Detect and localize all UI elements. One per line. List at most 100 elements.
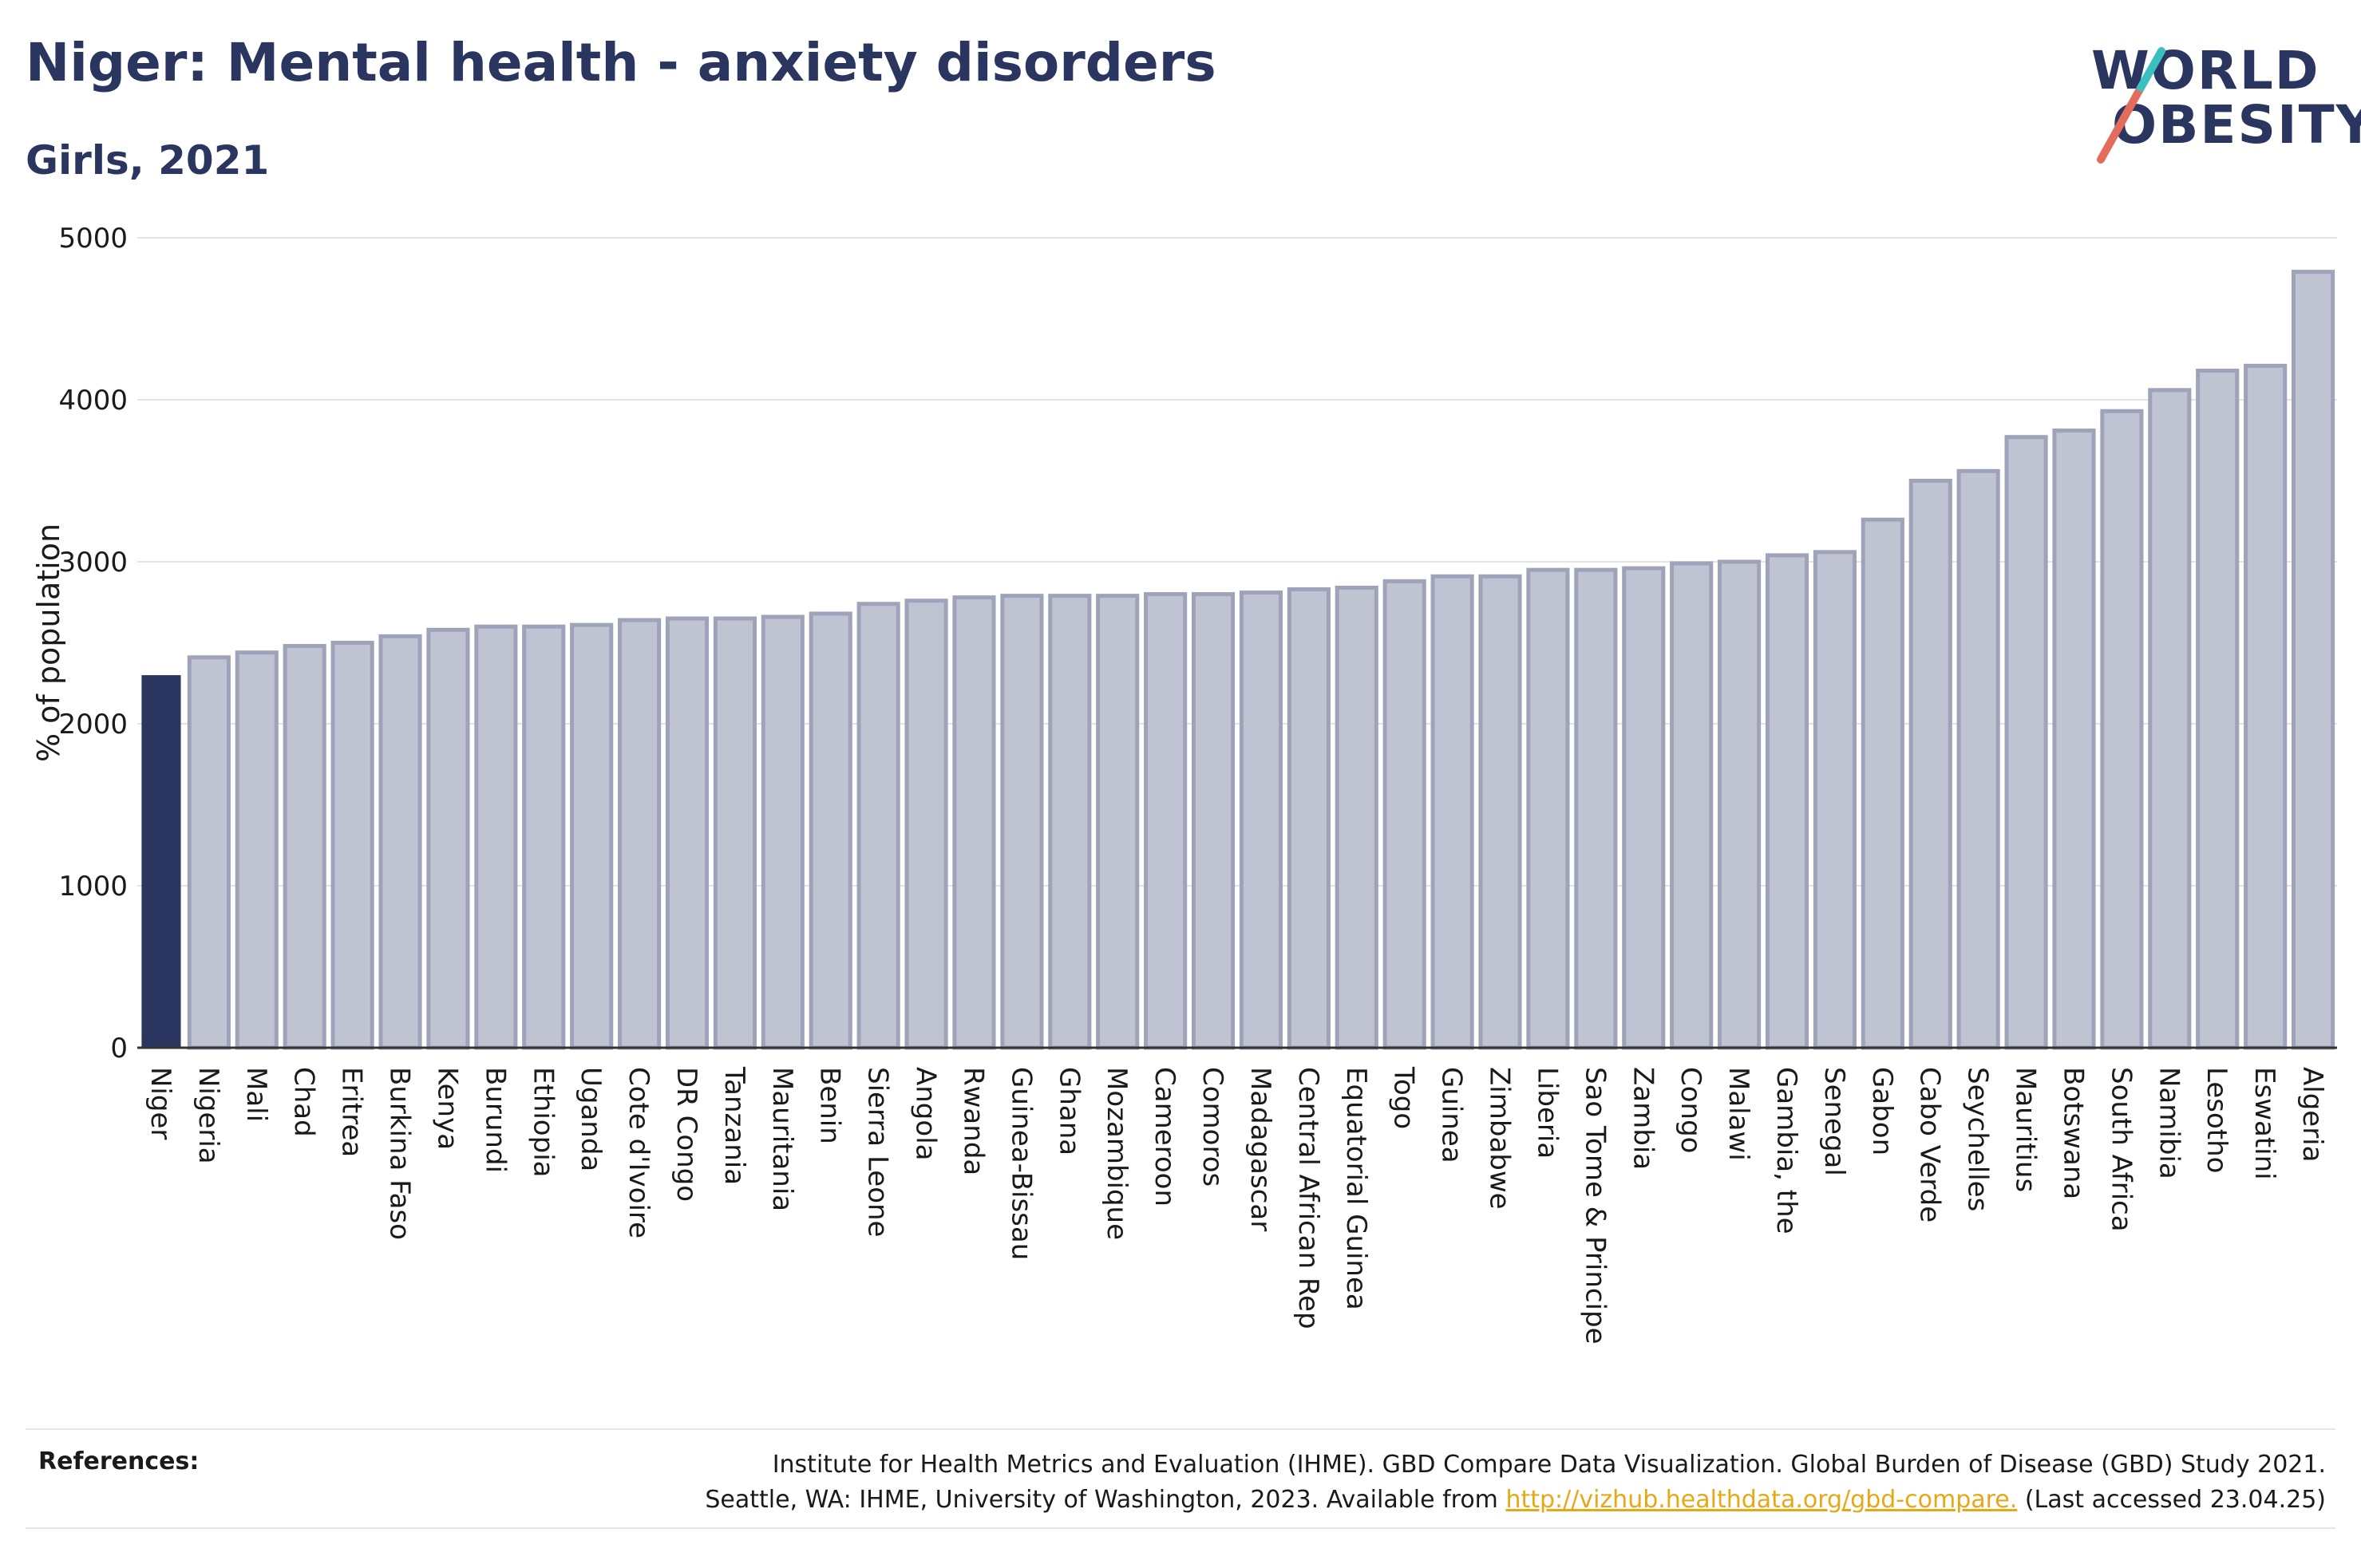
- references-label: References:: [38, 1448, 200, 1475]
- y-tick-label: 2000: [58, 709, 128, 741]
- x-tick-label: Cameroon: [1149, 1067, 1180, 1207]
- x-tick-label: Botswana: [2057, 1067, 2089, 1199]
- bar-gambia-the: [1765, 553, 1809, 1050]
- x-tick-label: Congo: [1675, 1067, 1706, 1153]
- bar-cameroon: [1144, 592, 1188, 1050]
- bar-dr-congo: [665, 616, 710, 1050]
- reference-line-1: Institute for Health Metrics and Evaluat…: [772, 1451, 2326, 1479]
- x-tick-label: Comoros: [1196, 1067, 1228, 1187]
- bar-benin: [809, 611, 852, 1050]
- x-tick-label: Mauritius: [2010, 1067, 2042, 1192]
- bar-chad: [283, 644, 326, 1050]
- x-tick-label: Gabon: [1866, 1067, 1898, 1155]
- y-tick-label: 5000: [58, 223, 128, 255]
- x-tick-label: Nigeria: [192, 1067, 224, 1164]
- x-tick-label: Niger: [144, 1067, 176, 1139]
- x-tick-label: Mali: [240, 1067, 272, 1122]
- bar-south-africa: [2100, 409, 2144, 1050]
- x-tick-label: Tanzania: [718, 1066, 750, 1185]
- x-tick-label: Guinea-Bissau: [1005, 1067, 1037, 1260]
- x-tick-label: Lesotho: [2201, 1067, 2232, 1173]
- bar-senegal: [1813, 550, 1857, 1050]
- bar-kenya: [426, 627, 470, 1050]
- reference-link[interactable]: http://vizhub.healthdata.org/gbd-compare…: [1505, 1486, 2018, 1514]
- bar-mauritius: [2004, 435, 2048, 1050]
- x-tick-label: Ethiopia: [527, 1067, 559, 1177]
- bar-gabon: [1861, 517, 1904, 1050]
- x-tick-label: Togo: [1388, 1066, 1420, 1129]
- x-tick-label: Mozambique: [1101, 1067, 1133, 1240]
- bar-guinea: [1430, 574, 1474, 1050]
- x-tick-label: Sao Tome & Principe: [1579, 1067, 1611, 1345]
- bar-ethiopia: [522, 624, 566, 1050]
- x-tick-label: Benin: [814, 1067, 846, 1144]
- x-tick-label: Burundi: [479, 1067, 511, 1173]
- references-box: References: Institute for Health Metrics…: [26, 1428, 2335, 1529]
- y-tick-label: 4000: [58, 385, 128, 417]
- x-tick-label: Kenya: [431, 1067, 463, 1150]
- bar-cabo-verde: [1908, 479, 1952, 1050]
- x-tick-label: South Africa: [2105, 1067, 2137, 1232]
- x-tick-label: Guinea: [1436, 1067, 1468, 1163]
- bar-equatorial-guinea: [1335, 585, 1378, 1050]
- reference-line-2-suffix: (Last accessed 23.04.25): [2017, 1486, 2326, 1514]
- bar-angola: [904, 598, 948, 1050]
- references-text: Institute for Health Metrics and Evaluat…: [705, 1448, 2326, 1518]
- bar-eritrea: [330, 641, 374, 1050]
- bar-tanzania: [713, 616, 757, 1050]
- bar-congo: [1670, 561, 1714, 1050]
- chart-title: Niger: Mental health - anxiety disorders: [26, 32, 1216, 93]
- bar-sao-tome-principe: [1574, 567, 1618, 1050]
- x-tick-label: DR Congo: [670, 1067, 702, 1202]
- bar-namibia: [2148, 388, 2192, 1050]
- bar-malawi: [1718, 559, 1762, 1050]
- bar-niger: [141, 675, 181, 1048]
- bar-eswatini: [2244, 363, 2288, 1050]
- x-tick-label: Mauritania: [766, 1067, 798, 1211]
- x-tick-label: Cabo Verde: [1914, 1067, 1946, 1222]
- logo-line-2: OBESITY: [2112, 94, 2361, 156]
- bar-madagascar: [1239, 590, 1283, 1050]
- x-tick-label: Ghana: [1053, 1067, 1085, 1155]
- y-tick-label: 0: [110, 1033, 128, 1064]
- bar-burkina-faso: [378, 634, 422, 1050]
- bar-chart: 0 1000 2000 3000 4000 5000 % of population Nige…: [31, 223, 2337, 1345]
- x-tick-label: Cote d'Ivoire: [623, 1067, 655, 1238]
- x-tick-label: Chad: [288, 1067, 320, 1137]
- x-tick-label: Burkina Faso: [384, 1067, 416, 1240]
- bar-mali: [235, 650, 279, 1050]
- y-tick-label: 3000: [58, 547, 128, 579]
- bar-comoros: [1191, 592, 1236, 1050]
- reference-line-2-text: Seattle, WA: IHME, University of Washing…: [705, 1486, 1506, 1514]
- bar-botswana: [2052, 429, 2096, 1050]
- x-tick-label: Madagascar: [1244, 1067, 1276, 1231]
- x-tick-label: Zambia: [1627, 1067, 1659, 1170]
- x-tick-label: Malawi: [1722, 1067, 1754, 1161]
- x-tick-label: Eswatini: [2248, 1067, 2280, 1180]
- chart-subtitle: Girls, 2021: [26, 137, 270, 184]
- bar-seychelles: [1956, 468, 2000, 1050]
- x-tick-label: Gambia, the: [1770, 1067, 1802, 1234]
- bar-mauritania: [761, 614, 805, 1050]
- reference-line-2: Seattle, WA: IHME, University of Washing…: [705, 1483, 2326, 1518]
- bar-ghana: [1048, 594, 1092, 1050]
- bar-liberia: [1526, 567, 1570, 1050]
- bar-central-african-rep: [1287, 587, 1331, 1050]
- world-obesity-logo: WORLD OBESITY: [2075, 24, 2361, 168]
- bar-uganda: [570, 622, 614, 1050]
- bar-sierra-leone: [856, 602, 900, 1050]
- x-tick-label: Sierra Leone: [862, 1067, 894, 1237]
- bar-rwanda: [952, 595, 996, 1050]
- bar-zambia: [1622, 566, 1666, 1050]
- logo-line-1: WORLD: [2091, 40, 2320, 101]
- x-tick-label: Central African Rep: [1292, 1067, 1324, 1329]
- bar-guinea-bissau: [1000, 594, 1044, 1050]
- y-tick-label: 1000: [58, 871, 128, 902]
- bar-lesotho: [2196, 368, 2240, 1050]
- x-tick-label: Zimbabwe: [1484, 1067, 1516, 1210]
- x-tick-label: Eritrea: [336, 1067, 368, 1157]
- x-tick-label: Rwanda: [957, 1067, 989, 1175]
- x-tick-label: Algeria: [2296, 1067, 2328, 1162]
- bar-zimbabwe: [1478, 574, 1522, 1050]
- x-tick-label: Equatorial Guinea: [1340, 1067, 1372, 1310]
